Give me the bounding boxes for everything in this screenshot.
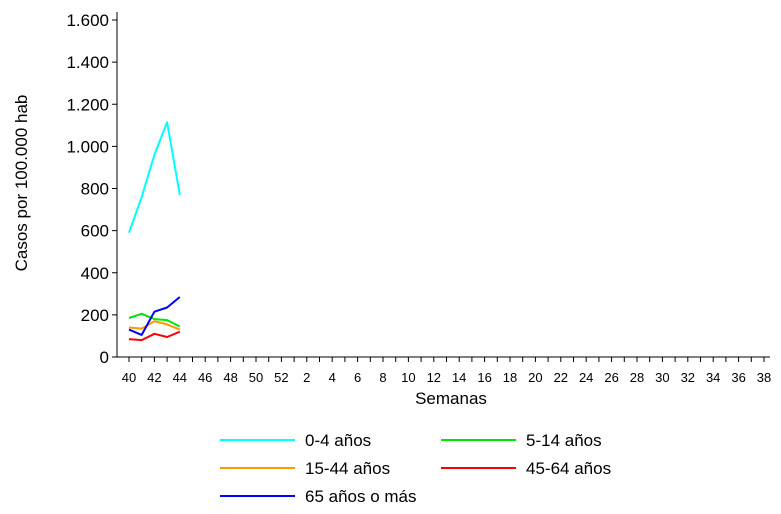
- x-tick-label: 18: [503, 370, 517, 385]
- x-tick-label: 40: [122, 370, 136, 385]
- x-tick-label: 48: [223, 370, 237, 385]
- y-tick-label: 800: [81, 180, 109, 199]
- y-tick-label: 1.000: [66, 137, 109, 156]
- series-layer: [128, 121, 181, 342]
- x-tick-label: 32: [681, 370, 695, 385]
- x-tick-label: 20: [528, 370, 542, 385]
- x-tick-label: 14: [452, 370, 466, 385]
- x-tick-label: 42: [147, 370, 161, 385]
- x-tick-label: 46: [198, 370, 212, 385]
- x-tick-label: 30: [655, 370, 669, 385]
- series-line-0-4-años: [128, 121, 181, 234]
- legend: 0-4 años 5-14 años 15-44 años 45-64 años 65 …: [220, 431, 611, 506]
- legend-label: 0-4 años: [305, 431, 371, 450]
- y-tick-label: 400: [81, 264, 109, 283]
- legend-label: 65 años o más: [305, 487, 417, 506]
- x-tick-label: 38: [757, 370, 771, 385]
- y-axis-label: Casos por 100.000 hab: [12, 95, 31, 272]
- x-tick-label: 2: [303, 370, 310, 385]
- x-tick-label: 8: [379, 370, 386, 385]
- legend-label: 45-64 años: [526, 459, 611, 478]
- y-axis: 0 200 400 600 800 1.000 1.200 1.400 1.600: [66, 11, 118, 367]
- series-line-15-44-años: [128, 320, 181, 331]
- legend-label: 15-44 años: [305, 459, 390, 478]
- x-tick-label: 16: [477, 370, 491, 385]
- x-axis-label: Semanas: [415, 389, 487, 408]
- legend-label: 5-14 años: [526, 431, 602, 450]
- y-tick-label: 600: [81, 222, 109, 241]
- x-tick-label: 52: [274, 370, 288, 385]
- x-tick-label: 44: [173, 370, 187, 385]
- x-tick-label: 4: [329, 370, 336, 385]
- y-tick-label: 1.600: [66, 11, 109, 30]
- y-tick-label: 200: [81, 306, 109, 325]
- series-line-5-14-años: [128, 312, 181, 328]
- series-line-65-años-o-más: [128, 296, 181, 336]
- y-tick-label: 1.200: [66, 95, 109, 114]
- x-tick-label: 34: [706, 370, 720, 385]
- x-axis: 40 42 44 46 48 50 52 2 4 6 8 10 12 14 16 18 20 22 24 26 28 30…: [117, 356, 771, 385]
- x-tick-label: 10: [401, 370, 415, 385]
- x-tick-label: 22: [554, 370, 568, 385]
- x-tick-label: 50: [249, 370, 263, 385]
- x-tick-label: 6: [354, 370, 361, 385]
- y-tick-label: 1.400: [66, 53, 109, 72]
- x-tick-label: 12: [427, 370, 441, 385]
- x-tick-label: 24: [579, 370, 593, 385]
- series-line-45-64-años: [128, 330, 181, 342]
- x-tick-label: 36: [731, 370, 745, 385]
- x-tick-label: 28: [630, 370, 644, 385]
- x-tick-label: 26: [604, 370, 618, 385]
- y-tick-label: 0: [100, 348, 109, 367]
